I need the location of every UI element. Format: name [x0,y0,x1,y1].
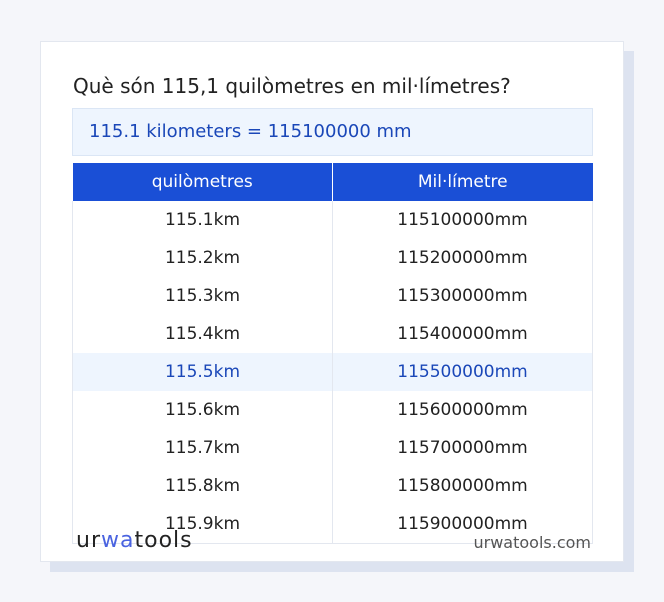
mm-cell: 115100000mm [332,201,593,239]
converter-card: Què són 115,1 quilòmetres en mil·límetre… [40,41,624,562]
page-title: Què són 115,1 quilòmetres en mil·límetre… [73,74,511,98]
table-row: 115.4km 115400000mm [72,315,593,353]
km-cell: 115.8km [72,467,333,505]
result-box: 115.1 kilometers = 115100000 mm [72,108,593,156]
km-cell: 115.5km [72,353,333,391]
table-row: 115.9km 115900000mm [72,505,593,544]
km-cell: 115.7km [72,429,333,467]
mm-cell: 115300000mm [332,277,593,315]
mm-cell: 115700000mm [332,429,593,467]
table-row: 115.6km 115600000mm [72,391,593,429]
table-row: 115.3km 115300000mm [72,277,593,315]
table-row: 115.8km 115800000mm [72,467,593,505]
km-cell: 115.2km [72,239,333,277]
km-cell: 115.6km [72,391,333,429]
table-row: 115.1km 115100000mm [72,201,593,239]
urwatools-logo[interactable]: urwatools [76,528,193,553]
km-cell: 115.3km [72,277,333,315]
site-link[interactable]: urwatools.com [473,533,592,552]
mm-cell: 115500000mm [332,353,593,391]
header-mm: Mil·límetre [332,163,593,201]
km-cell: 115.9km [72,505,333,544]
mm-cell: 115400000mm [332,315,593,353]
mm-cell: 115900000mm [332,505,593,544]
mm-cell: 115200000mm [332,239,593,277]
mm-cell: 115600000mm [332,391,593,429]
table-row: 115.5km 115500000mm [72,353,593,391]
table-row: 115.2km 115200000mm [72,239,593,277]
mm-cell: 115800000mm [332,467,593,505]
conversion-table: quilòmetres Mil·límetre 115.1km 115100000m… [72,163,593,544]
table-row: 115.7km 115700000mm [72,429,593,467]
km-cell: 115.4km [72,315,333,353]
km-cell: 115.1km [72,201,333,239]
header-km: quilòmetres [72,163,333,201]
